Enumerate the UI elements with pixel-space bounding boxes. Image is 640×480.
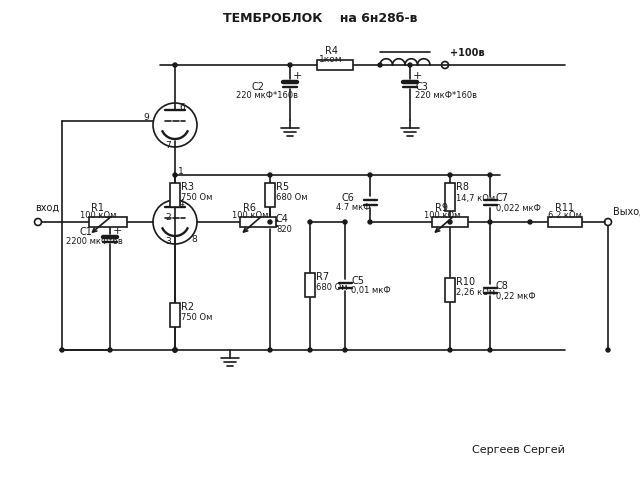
Bar (305, 273, 315, 297)
Text: R5: R5 (276, 182, 289, 192)
Text: 1: 1 (178, 168, 184, 177)
Text: 2: 2 (165, 213, 171, 221)
Circle shape (173, 63, 177, 67)
Text: C8: C8 (496, 281, 509, 291)
Text: R11: R11 (556, 203, 575, 213)
Text: 4.7 мкФ: 4.7 мкФ (336, 204, 371, 213)
Text: Выход: Выход (613, 207, 640, 217)
Text: +: + (293, 71, 302, 81)
Text: C5: C5 (351, 276, 364, 286)
Circle shape (488, 173, 492, 177)
Circle shape (606, 348, 610, 352)
Text: 14,7 кОм: 14,7 кОм (456, 194, 495, 204)
Text: C4: C4 (276, 214, 289, 224)
Circle shape (378, 63, 382, 67)
Bar (548, 217, 582, 227)
Bar (445, 183, 455, 211)
Text: ТЕМБРОБЛОК    на 6н28б-в: ТЕМБРОБЛОК на 6н28б-в (223, 12, 417, 25)
Text: 2,26 кОм: 2,26 кОм (456, 288, 495, 297)
Circle shape (288, 63, 292, 67)
Text: 3: 3 (165, 238, 171, 247)
Text: 8: 8 (191, 236, 196, 244)
Text: 680 Ом: 680 Ом (316, 283, 348, 291)
Circle shape (173, 348, 177, 352)
Text: R7: R7 (316, 272, 329, 282)
Circle shape (308, 348, 312, 352)
Text: 7: 7 (165, 141, 171, 149)
Text: R9: R9 (435, 203, 449, 213)
Circle shape (268, 220, 272, 224)
Text: +100в: +100в (450, 48, 484, 58)
Circle shape (60, 348, 64, 352)
Circle shape (173, 173, 177, 177)
Circle shape (268, 348, 272, 352)
Text: 100 кОм: 100 кОм (80, 212, 116, 220)
Text: C1: C1 (80, 227, 93, 237)
Text: R2: R2 (181, 302, 194, 312)
Bar (317, 60, 353, 70)
Text: 820: 820 (276, 225, 292, 233)
Text: C6: C6 (342, 193, 355, 203)
Text: 100 кОм: 100 кОм (424, 212, 460, 220)
Circle shape (448, 220, 452, 224)
Text: 6: 6 (179, 103, 185, 111)
Text: +: + (113, 226, 122, 236)
Text: 220 мкФ*160в: 220 мкФ*160в (415, 91, 477, 99)
Circle shape (173, 348, 177, 352)
Bar (432, 217, 468, 227)
Text: 220 мкФ*160в: 220 мкФ*160в (236, 91, 298, 99)
Bar (445, 278, 455, 302)
Text: вход: вход (35, 203, 59, 213)
Text: C3: C3 (415, 82, 428, 92)
Text: 1ком: 1ком (319, 55, 343, 63)
Text: 4: 4 (179, 200, 184, 208)
Circle shape (308, 220, 312, 224)
Text: R10: R10 (456, 277, 475, 287)
Circle shape (448, 348, 452, 352)
Bar (170, 303, 180, 327)
Text: 2200 мкФ*6в: 2200 мкФ*6в (66, 238, 123, 247)
Text: Сергеев Сергей: Сергеев Сергей (472, 445, 565, 455)
Bar (240, 217, 276, 227)
Text: C2: C2 (252, 82, 265, 92)
Circle shape (343, 220, 347, 224)
Text: R6: R6 (243, 203, 257, 213)
Circle shape (173, 348, 177, 352)
Text: 750 Ом: 750 Ом (181, 312, 212, 322)
Circle shape (408, 63, 412, 67)
Text: R4: R4 (324, 46, 337, 56)
Text: R1: R1 (92, 203, 104, 213)
Text: 9: 9 (143, 112, 149, 121)
Text: +: + (413, 71, 422, 81)
Circle shape (268, 173, 272, 177)
Text: 0,022 мкФ: 0,022 мкФ (496, 204, 541, 213)
Text: C7: C7 (496, 193, 509, 203)
Bar (265, 183, 275, 207)
Circle shape (448, 173, 452, 177)
Circle shape (488, 348, 492, 352)
Text: 0,22 мкФ: 0,22 мкФ (496, 291, 536, 300)
Text: R8: R8 (456, 182, 469, 192)
Circle shape (343, 348, 347, 352)
Text: 100 кОм: 100 кОм (232, 212, 268, 220)
Circle shape (368, 173, 372, 177)
Text: 6.2 кОм: 6.2 кОм (548, 212, 582, 220)
Circle shape (488, 220, 492, 224)
Circle shape (108, 348, 112, 352)
Text: 750 Ом: 750 Ом (181, 192, 212, 202)
Bar (89, 217, 127, 227)
Text: 0,01 мкФ: 0,01 мкФ (351, 287, 390, 296)
Text: R3: R3 (181, 182, 194, 192)
Bar (170, 183, 180, 207)
Circle shape (368, 220, 372, 224)
Text: 680 Ом: 680 Ом (276, 192, 307, 202)
Circle shape (528, 220, 532, 224)
